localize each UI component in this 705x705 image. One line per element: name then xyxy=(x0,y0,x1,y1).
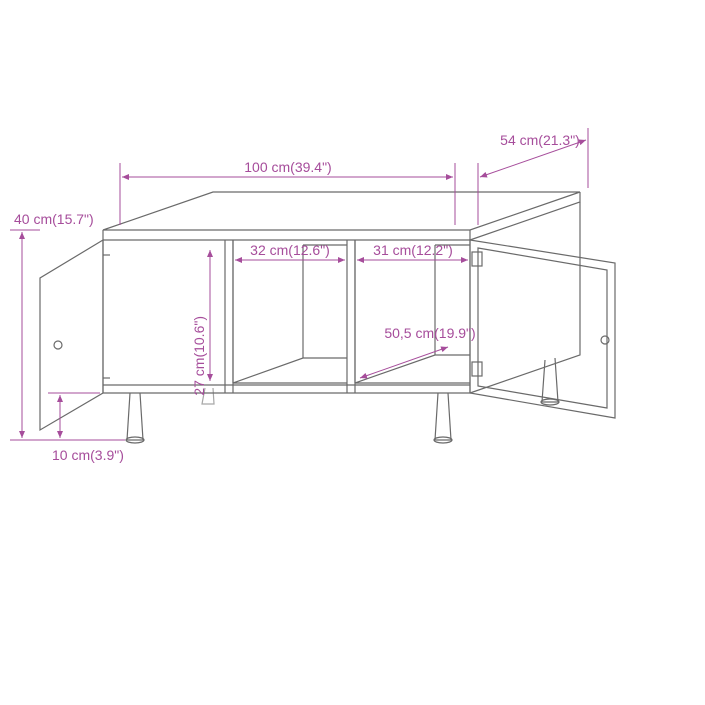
dim-width-label: 100 cm(39.4") xyxy=(244,159,331,175)
dimension-diagram: 100 cm(39.4") 54 cm(21.3") 40 cm(15.7") … xyxy=(0,0,705,705)
furniture-outline xyxy=(40,192,615,443)
dim-height-label: 40 cm(15.7") xyxy=(14,211,94,227)
dim-center-width-label: 32 cm(12.6") xyxy=(250,242,330,258)
dim-leg-label: 10 cm(3.9") xyxy=(52,447,124,463)
dim-depth-label: 54 cm(21.3") xyxy=(500,132,580,148)
dim-inner-height-label: 27 cm(10.6") xyxy=(191,316,207,396)
dimension-annotations: 100 cm(39.4") 54 cm(21.3") 40 cm(15.7") … xyxy=(10,128,588,463)
dim-inner-depth-label: 50,5 cm(19.9") xyxy=(384,325,475,341)
dim-side-width-label: 31 cm(12.2") xyxy=(373,242,453,258)
hinge-icon xyxy=(472,252,482,376)
